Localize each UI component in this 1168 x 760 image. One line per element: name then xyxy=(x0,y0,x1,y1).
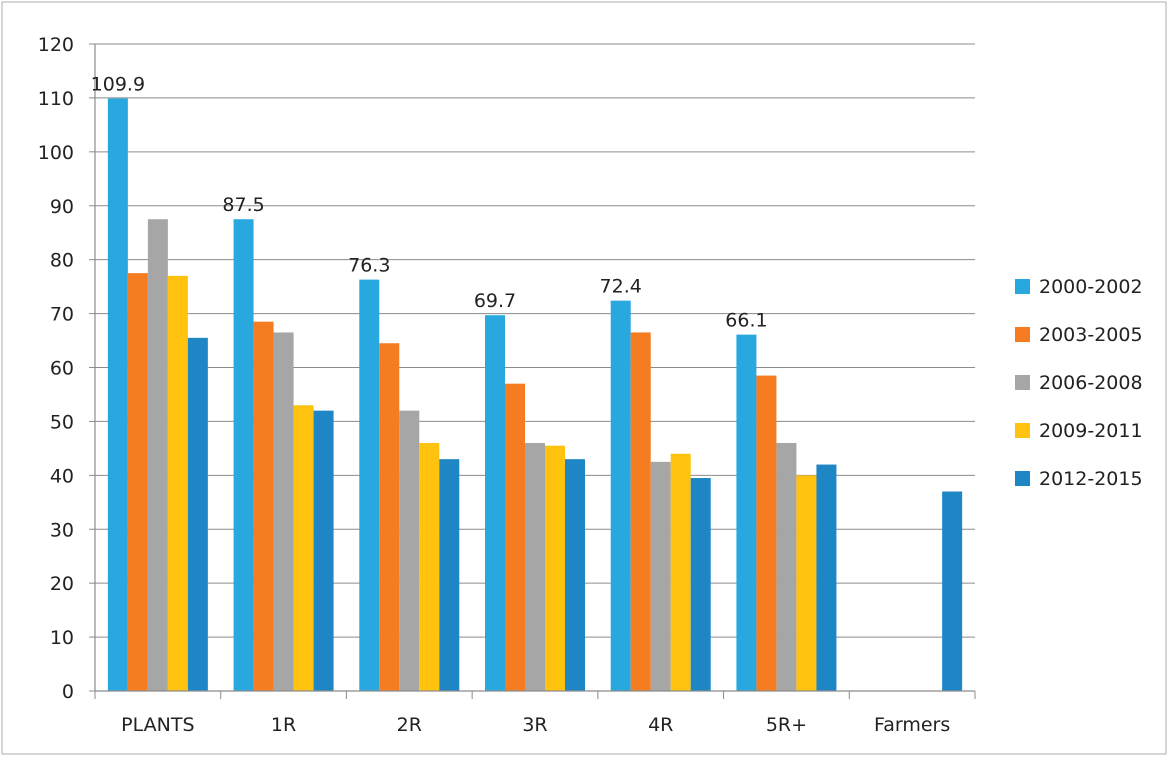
y-tick-label: 90 xyxy=(50,196,74,218)
legend-label: 2009-2011 xyxy=(1039,420,1143,442)
bar xyxy=(293,405,314,691)
data-label: 87.5 xyxy=(222,194,264,216)
bar xyxy=(690,478,711,691)
data-label: 76.3 xyxy=(348,255,390,277)
bar xyxy=(776,442,797,691)
bar xyxy=(313,410,334,691)
x-tick-label: 2R xyxy=(397,714,422,736)
bar xyxy=(756,375,777,691)
legend-label: 2006-2008 xyxy=(1039,372,1143,394)
bar xyxy=(439,459,460,691)
bar xyxy=(107,98,128,692)
bar xyxy=(233,219,254,691)
legend-swatch xyxy=(1015,327,1030,342)
legend: 2000-2002 2003-2005 2006-2008 2009-2011 2012… xyxy=(1015,276,1143,490)
bar xyxy=(942,491,963,691)
y-tick-label: 30 xyxy=(50,519,74,541)
bar xyxy=(525,442,545,691)
bar xyxy=(796,475,817,691)
y-tick-label: 100 xyxy=(38,142,74,164)
y-tick-label: 10 xyxy=(50,627,74,649)
data-label: 66.1 xyxy=(725,310,767,332)
bar xyxy=(505,383,525,691)
data-label: 109.9 xyxy=(91,73,145,95)
legend-label: 2012-2015 xyxy=(1039,468,1143,490)
x-tick-label: 5R+ xyxy=(766,714,807,736)
bar xyxy=(379,343,400,691)
bar xyxy=(147,219,168,691)
y-tick-label: 40 xyxy=(50,465,74,487)
bar xyxy=(187,337,208,691)
bar xyxy=(816,464,837,691)
y-tick-label: 60 xyxy=(50,358,74,380)
bar xyxy=(127,273,148,691)
x-tick-label: 3R xyxy=(522,714,547,736)
x-tick-label: 4R xyxy=(648,714,673,736)
bar xyxy=(545,445,565,691)
y-tick-label: 80 xyxy=(50,250,74,272)
bar xyxy=(610,300,631,691)
legend-swatch xyxy=(1015,279,1030,294)
data-labels: 109.9 87.5 76.3 69.7 72.4 66.1 xyxy=(91,73,768,331)
y-tick-label: 50 xyxy=(50,411,74,433)
bar xyxy=(167,275,188,691)
bar xyxy=(630,332,651,691)
bar xyxy=(670,453,691,691)
data-label: 72.4 xyxy=(600,276,642,298)
data-label: 69.7 xyxy=(474,290,516,312)
x-tick-label: 1R xyxy=(271,714,296,736)
bar xyxy=(273,332,294,691)
x-tick-label: Farmers xyxy=(874,714,950,736)
bar xyxy=(359,279,380,691)
x-tick-label: PLANTS xyxy=(121,714,194,736)
bar xyxy=(650,461,671,691)
bar xyxy=(565,459,585,691)
y-tick-label: 20 xyxy=(50,573,74,595)
y-tick-label: 0 xyxy=(62,681,74,703)
bar xyxy=(399,410,420,691)
legend-label: 2003-2005 xyxy=(1039,324,1143,346)
bar xyxy=(485,315,505,691)
legend-swatch xyxy=(1015,471,1030,486)
bar xyxy=(419,442,440,691)
axes: 0 10 20 30 40 50 60 70 80 90 100 110 120 PLANTS 1R 2R 3R… xyxy=(38,34,976,736)
bar xyxy=(736,334,757,691)
y-tick-label: 110 xyxy=(38,88,74,110)
bar xyxy=(253,321,274,691)
legend-swatch xyxy=(1015,375,1030,390)
legend-swatch xyxy=(1015,423,1030,438)
y-tick-label: 70 xyxy=(50,304,74,326)
legend-label: 2000-2002 xyxy=(1039,276,1143,298)
y-tick-label: 120 xyxy=(38,34,74,56)
bars xyxy=(107,98,963,692)
